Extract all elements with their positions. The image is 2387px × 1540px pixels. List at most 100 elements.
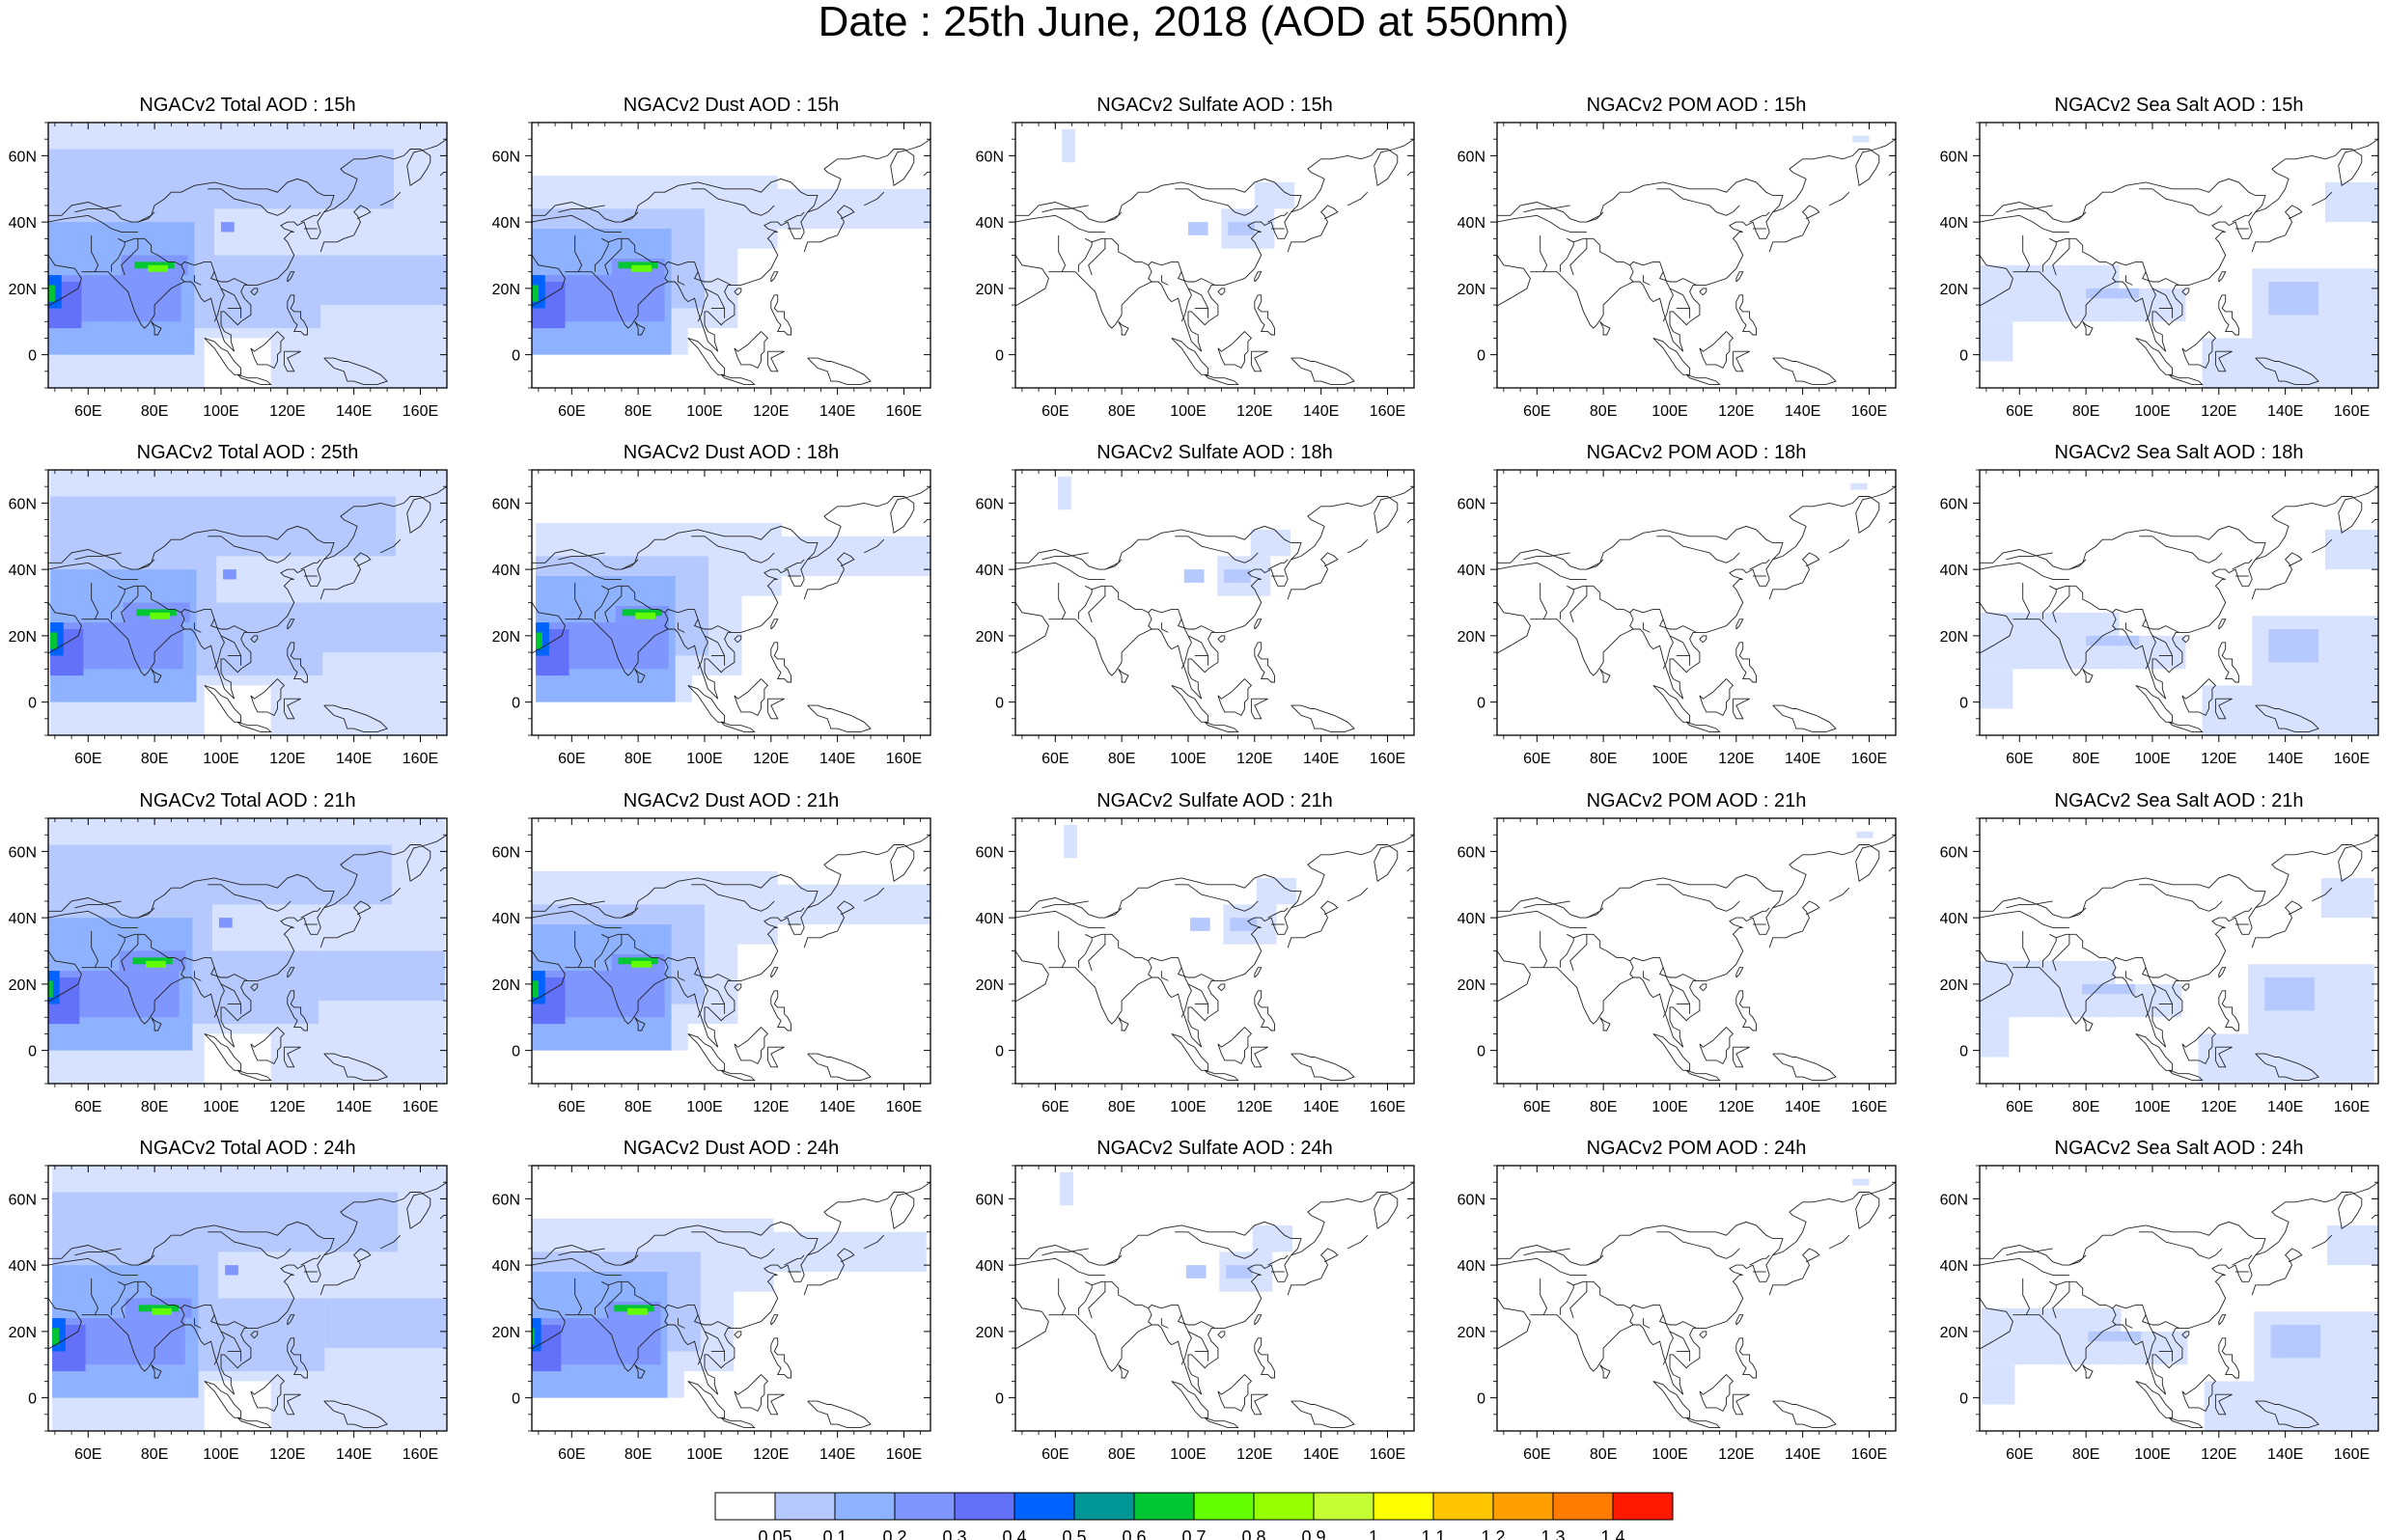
y-tick-label: 20N xyxy=(9,629,37,646)
coastline xyxy=(1287,1248,1339,1296)
coastlines xyxy=(532,485,930,733)
coastlines xyxy=(1980,485,2378,733)
coastline xyxy=(287,642,308,683)
coastline xyxy=(1015,1257,1105,1276)
coastline xyxy=(2232,559,2253,570)
coastline xyxy=(1497,255,1531,307)
panel-title: NGACv2 Dust AOD : 21h xyxy=(624,790,839,811)
y-tick-label: 0 xyxy=(28,696,37,712)
x-tick-label: 140E xyxy=(1303,403,1339,420)
aod-cell xyxy=(2324,181,2378,223)
coastline xyxy=(2022,582,2031,619)
coastline xyxy=(2082,1016,2094,1031)
coastline xyxy=(180,264,185,283)
coastline xyxy=(704,288,726,318)
panel-15: NGACv2 Sea Salt AOD : 21h 60E 80E 100E 120E 1… xyxy=(1940,790,2379,1115)
x-tick-label: 80E xyxy=(1590,403,1617,420)
x-tick-label: 120E xyxy=(2201,1446,2236,1463)
y-tick-label: 60N xyxy=(9,149,37,165)
coastline xyxy=(532,950,566,1003)
coastline xyxy=(2068,211,2087,223)
coastlines xyxy=(48,485,447,733)
coastline xyxy=(1669,983,1691,1014)
coastline xyxy=(1250,1393,1268,1416)
coastline xyxy=(48,1221,335,1266)
y-tick-label: 60N xyxy=(492,149,520,165)
figure-title: Date : 25th June, 2018 (AOD at 550nm) xyxy=(818,0,1569,45)
coastline xyxy=(1662,619,1674,670)
coastline xyxy=(1291,1053,1355,1082)
coastline xyxy=(784,907,805,919)
coastline xyxy=(1346,191,1369,206)
x-tick-label: 60E xyxy=(1041,1446,1069,1463)
x-tick-label: 160E xyxy=(402,751,438,767)
x-tick-label: 100E xyxy=(1170,751,1206,767)
coastline xyxy=(121,934,139,972)
panel-title: NGACv2 Dust AOD : 24h xyxy=(624,1138,839,1159)
y-tick-label: 40N xyxy=(492,563,520,579)
coastline xyxy=(380,538,402,554)
coastline xyxy=(608,237,732,286)
coastline xyxy=(323,357,388,386)
coastline xyxy=(2371,1215,2375,1220)
coastline xyxy=(2181,983,2190,992)
coastline xyxy=(2068,907,2087,919)
coastline xyxy=(300,211,321,223)
y-tick-label: 0 xyxy=(512,1391,520,1408)
coastline xyxy=(323,704,388,733)
coastline xyxy=(1217,288,1226,296)
coastline xyxy=(1346,887,1369,902)
aod-cell xyxy=(204,1033,271,1084)
coastline xyxy=(236,1416,272,1429)
coastline xyxy=(1652,1380,1691,1418)
coastline xyxy=(1254,619,1263,630)
coastline xyxy=(208,188,291,216)
coastline xyxy=(1171,1380,1209,1418)
coastline xyxy=(48,214,138,233)
coastline xyxy=(2151,1331,2174,1361)
panel-20: NGACv2 Sea Salt AOD : 24h 60E 80E 100E 120E 1… xyxy=(1940,1138,2379,1463)
coastline xyxy=(1599,1363,1611,1379)
coastline xyxy=(1980,950,2013,1003)
coastline xyxy=(1652,684,1691,723)
coastline xyxy=(1058,930,1067,968)
coastline xyxy=(1629,960,1634,978)
x-tick-label: 160E xyxy=(1851,403,1887,420)
aod-cell xyxy=(50,496,396,557)
coastline xyxy=(1092,237,1215,286)
coastline xyxy=(1058,234,1067,272)
coastline xyxy=(1015,562,1105,580)
coastline xyxy=(574,234,583,272)
coastline xyxy=(220,288,242,318)
y-tick-label: 0 xyxy=(1959,696,1968,712)
coastline xyxy=(1497,1221,1784,1266)
coastline xyxy=(1523,205,1570,213)
aod-cell xyxy=(52,1192,399,1252)
coastline xyxy=(1088,238,1106,276)
x-tick-label: 120E xyxy=(269,1446,305,1463)
y-tick-label: 0 xyxy=(995,696,1004,712)
coastline xyxy=(604,934,623,972)
coastline xyxy=(604,586,623,623)
coastline xyxy=(863,1234,885,1250)
coastline xyxy=(863,887,885,902)
coastline xyxy=(2112,1307,2117,1326)
coastline xyxy=(1559,237,1574,272)
y-tick-label: 0 xyxy=(1477,1044,1485,1060)
coastline xyxy=(2056,933,2179,981)
aod-cell xyxy=(2268,629,2319,663)
y-tick-label: 20N xyxy=(1940,282,1968,298)
coastline xyxy=(532,1257,622,1276)
x-tick-label: 120E xyxy=(753,1446,789,1463)
x-tick-label: 160E xyxy=(886,1099,922,1115)
coastline xyxy=(1669,288,1691,318)
aod-field xyxy=(1062,128,1295,249)
x-tick-label: 80E xyxy=(2072,1099,2099,1115)
aod-cell xyxy=(532,1328,535,1345)
y-tick-label: 0 xyxy=(1959,1391,1968,1408)
coastline xyxy=(2168,1069,2204,1082)
coastline xyxy=(220,635,242,666)
x-tick-label: 160E xyxy=(886,751,922,767)
coastline xyxy=(1254,990,1275,1031)
coastline xyxy=(1569,586,1588,623)
